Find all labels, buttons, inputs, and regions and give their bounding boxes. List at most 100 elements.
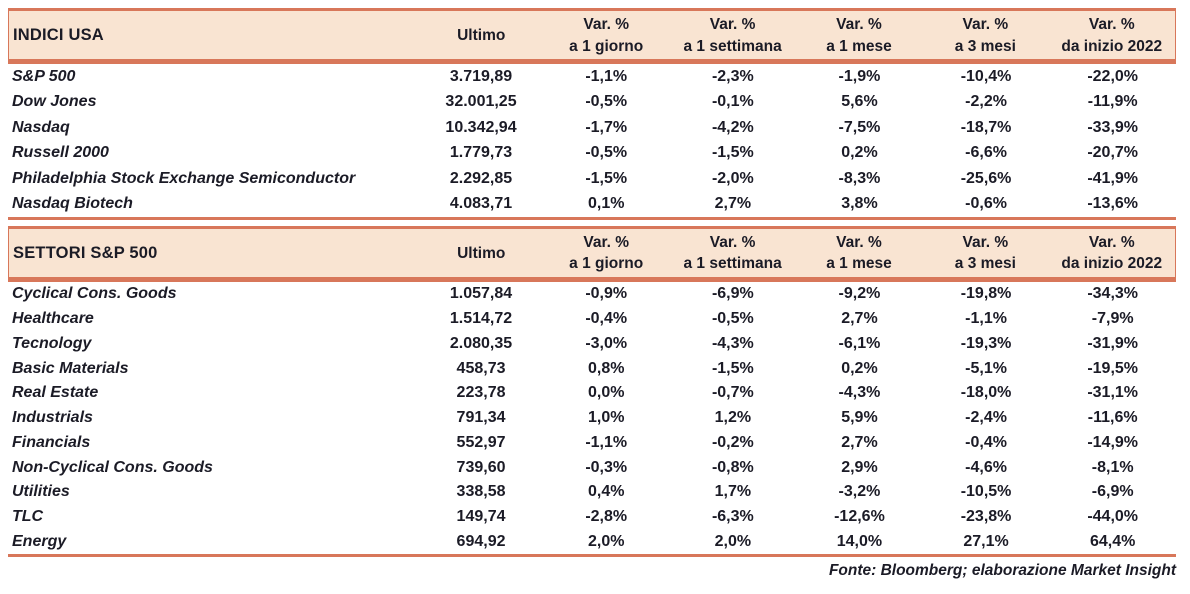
table-header: SETTORI S&P 500 Ultimo Var. % a 1 giorno… xyxy=(8,225,1176,279)
table-row: Tecnology 2.080,35 -3,0% -4,3% -6,1% -19… xyxy=(8,332,1176,357)
column-header-var-1month: Var. % a 1 mese xyxy=(796,232,922,275)
var-3months-value: -19,8% xyxy=(960,285,1012,303)
var-1day-value: -0,9% xyxy=(585,285,628,303)
column-header-line2: a 1 settimana xyxy=(683,255,782,273)
ultimo-value: 739,60 xyxy=(456,458,506,476)
var-ytd2022-value: -44,0% xyxy=(1087,508,1139,526)
var-3months-value: -2,4% xyxy=(965,409,1007,427)
column-header-ultimo: Ultimo xyxy=(457,26,506,44)
var-1month-value: -1,9% xyxy=(838,68,881,86)
row-label: Utilities xyxy=(12,483,70,501)
table-row: Real Estate 223,78 0,0% -0,7% -4,3% -18,… xyxy=(8,381,1176,406)
var-1day-value: 0,4% xyxy=(587,483,625,501)
row-label: Industrials xyxy=(12,409,93,427)
var-1week-value: -2,3% xyxy=(711,68,754,86)
var-ytd2022-value: -20,7% xyxy=(1087,144,1139,162)
var-ytd2022-value: -31,9% xyxy=(1087,334,1139,352)
column-header-var-3months: Var. % a 3 mesi xyxy=(922,14,1048,57)
var-3months-value: -0,4% xyxy=(965,433,1007,451)
var-ytd2022-value: -11,6% xyxy=(1087,409,1138,427)
var-1week-value: -4,3% xyxy=(711,334,754,352)
var-1month-value: -8,3% xyxy=(838,169,881,187)
var-ytd2022-value: -34,3% xyxy=(1087,285,1139,303)
table-row: S&P 500 3.719,89 -1,1% -2,3% -1,9% -10,4… xyxy=(8,64,1176,89)
column-header-line2: a 3 mesi xyxy=(954,255,1016,273)
row-label: Philadelphia Stock Exchange Semiconducto… xyxy=(12,169,356,187)
var-ytd2022-value: -7,9% xyxy=(1091,310,1134,328)
column-header-line2: a 1 giorno xyxy=(569,255,644,273)
var-1month-value: -6,1% xyxy=(838,334,881,352)
var-1week-value: -0,1% xyxy=(711,93,754,111)
column-header-var-ytd2022: Var. % da inizio 2022 xyxy=(1049,14,1175,57)
table-bottom-rule xyxy=(8,554,1176,558)
var-1day-value: 2,0% xyxy=(587,532,625,550)
var-1day-value: -3,0% xyxy=(585,334,628,352)
var-1week-value: -6,9% xyxy=(711,285,754,303)
var-3months-value: -1,1% xyxy=(965,310,1007,328)
var-3months-value: 27,1% xyxy=(963,532,1009,550)
ultimo-value: 338,58 xyxy=(456,483,506,501)
var-1month-value: 2,7% xyxy=(841,310,878,328)
var-1day-value: -0,3% xyxy=(585,458,628,476)
column-header-line1: Var. % xyxy=(962,233,1009,251)
var-1day-value: -1,5% xyxy=(585,169,628,187)
row-label: Russell 2000 xyxy=(12,144,109,162)
ultimo-value: 791,34 xyxy=(456,409,506,427)
row-label: Nasdaq xyxy=(12,118,70,136)
table-settori-sp500: SETTORI S&P 500 Ultimo Var. % a 1 giorno… xyxy=(8,225,1176,558)
var-3months-value: -10,5% xyxy=(960,483,1012,501)
column-header-line1: Var. % xyxy=(1088,16,1135,33)
column-header-line2: a 3 mesi xyxy=(954,37,1016,55)
var-1month-value: 2,7% xyxy=(841,433,878,451)
ultimo-value: 694,92 xyxy=(456,532,506,550)
var-1month-value: -4,3% xyxy=(838,384,881,402)
double-rule xyxy=(8,60,1176,65)
table-row: Financials 552,97 -1,1% -0,2% 2,7% -0,4%… xyxy=(8,431,1176,456)
row-label: Real Estate xyxy=(12,384,99,402)
ultimo-value: 1.057,84 xyxy=(449,285,513,303)
var-1month-value: 2,9% xyxy=(841,458,878,476)
ultimo-value: 552,97 xyxy=(456,433,506,451)
ultimo-value: 1.514,72 xyxy=(449,310,513,328)
ultimo-value: 223,78 xyxy=(456,384,506,402)
table-row: Energy 694,92 2,0% 2,0% 14,0% 27,1% 64,4… xyxy=(8,530,1176,555)
var-1day-value: 0,8% xyxy=(587,359,625,377)
var-1month-value: 0,2% xyxy=(841,144,878,162)
table-row: Healthcare 1.514,72 -0,4% -0,5% 2,7% -1,… xyxy=(8,307,1176,332)
var-1day-value: -0,5% xyxy=(585,93,628,111)
column-header-line2: da inizio 2022 xyxy=(1061,37,1163,55)
row-label: Basic Materials xyxy=(12,359,129,377)
source-note: Fonte: Bloomberg; elaborazione Market In… xyxy=(828,562,1176,580)
var-1day-value: -0,5% xyxy=(585,144,628,162)
var-1week-value: 2,7% xyxy=(714,195,752,213)
ultimo-value: 1.779,73 xyxy=(449,144,513,162)
column-header-var-1day: Var. % a 1 giorno xyxy=(543,14,669,57)
var-1week-value: -2,0% xyxy=(711,169,754,187)
table-title: SETTORI S&P 500 xyxy=(13,243,158,262)
var-1day-value: -2,8% xyxy=(585,508,628,526)
var-3months-value: -18,7% xyxy=(960,118,1012,136)
column-header-line2: a 1 settimana xyxy=(683,37,782,55)
ultimo-value: 32.001,25 xyxy=(445,93,517,111)
row-label: Energy xyxy=(12,532,67,550)
var-ytd2022-value: -19,5% xyxy=(1087,359,1139,377)
column-header-ultimo: Ultimo xyxy=(457,244,506,262)
ultimo-value: 458,73 xyxy=(456,359,506,377)
row-label: TLC xyxy=(12,508,44,526)
table-row: Industrials 791,34 1,0% 1,2% 5,9% -2,4% … xyxy=(8,406,1176,431)
row-label: Cyclical Cons. Goods xyxy=(12,285,177,303)
var-1day-value: 0,0% xyxy=(587,384,625,402)
column-header-line1: Var. % xyxy=(583,16,630,33)
column-header-var-1week: Var. % a 1 settimana xyxy=(669,232,795,275)
var-1week-value: 1,7% xyxy=(714,483,752,501)
column-header-var-3months: Var. % a 3 mesi xyxy=(922,232,1048,275)
var-3months-value: -6,6% xyxy=(965,144,1007,162)
var-1day-value: -0,4% xyxy=(585,310,628,328)
table-bottom-rule xyxy=(8,216,1176,220)
table-header: INDICI USA Ultimo Var. % a 1 giorno Var.… xyxy=(8,8,1176,61)
var-3months-value: -0,6% xyxy=(965,195,1007,213)
column-header-line1: Var. % xyxy=(962,16,1009,33)
ultimo-value: 4.083,71 xyxy=(449,195,513,213)
var-1month-value: -9,2% xyxy=(838,285,881,303)
